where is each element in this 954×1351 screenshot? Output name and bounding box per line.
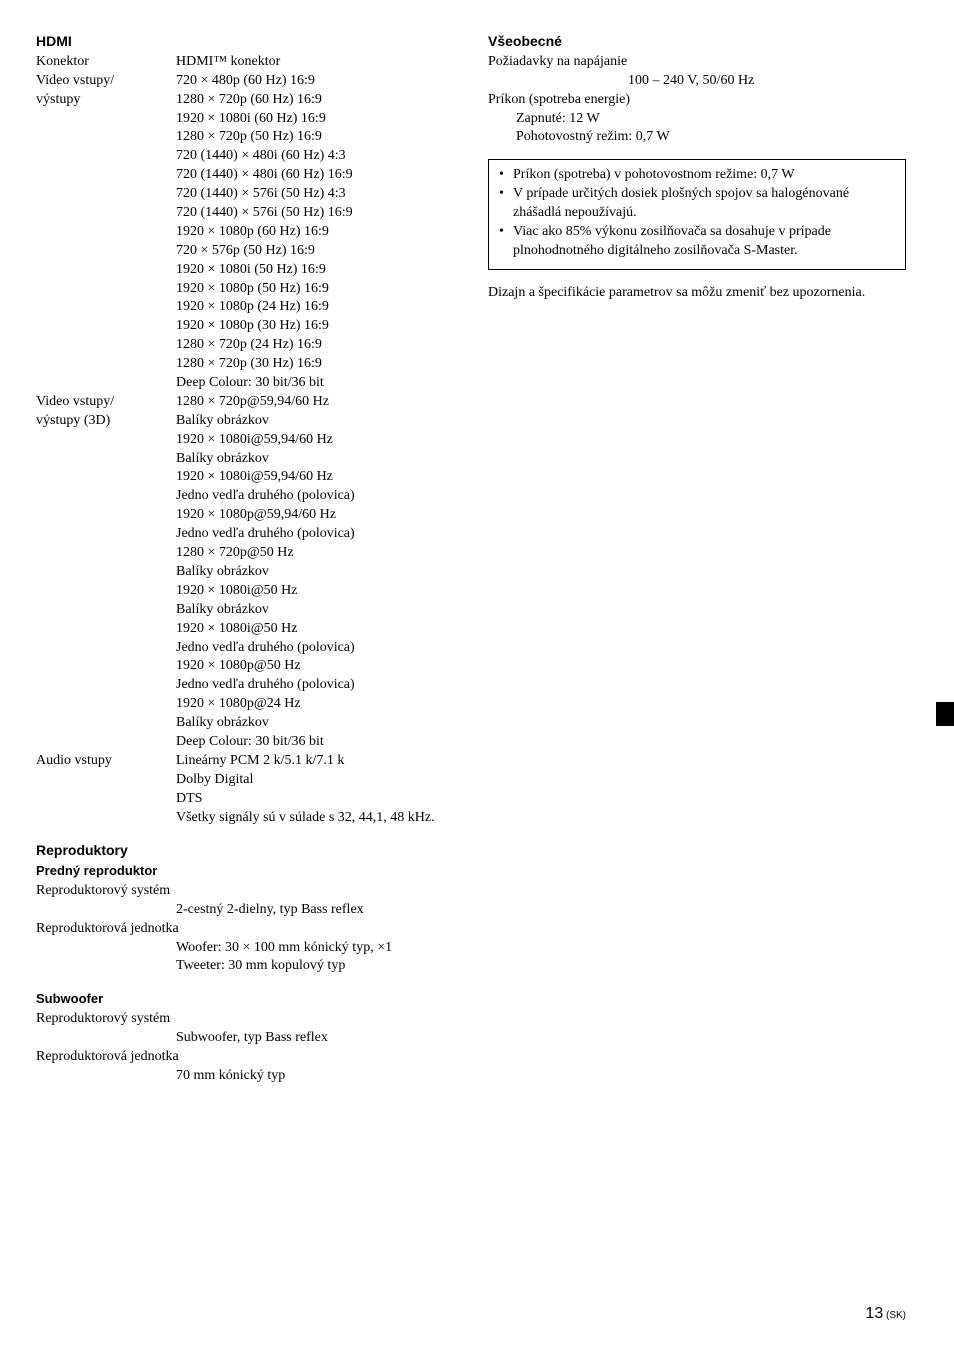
subwoofer-heading: Subwoofer [36,990,456,1008]
spec-value-line: 1920 × 1080p@24 Hz [176,695,456,714]
bullet-icon: • [499,223,513,261]
spec-label: Audio vstupy [36,752,176,828]
spec-label: výstupy (3D) [36,412,176,752]
note-text: V prípade určitých dosiek plošných spojo… [513,185,895,223]
spec-value: Lineárny PCM 2 k/5.1 k/7.1 kDolby Digita… [176,752,456,828]
left-column: HDMI KonektorHDMI™ konektorVideo vstupy/… [36,32,456,1085]
spec-value-line: HDMI™ konektor [176,53,456,72]
spec-value: 1280 × 720p (60 Hz) 16:91920 × 1080i (60… [176,91,456,393]
spec-value-line: 1920 × 1080i (60 Hz) 16:9 [176,110,456,129]
right-column: Všeobecné Požiadavky na napájanie 100 – … [488,32,906,1085]
spec-value: 720 × 480p (60 Hz) 16:9 [176,72,456,91]
spec-value-line: 1920 × 1080p@50 Hz [176,657,456,676]
spec-value-line: Jedno vedľa druhého (polovica) [176,676,456,695]
spec-value-line: 720 (1440) × 576i (50 Hz) 4:3 [176,185,456,204]
sub-system-label: Reproduktorový systém [36,1010,456,1029]
front-unit-values: Woofer: 30 × 100 mm kónický typ, ×1Tweet… [36,939,456,977]
spec-value-line: Balíky obrázkov [176,412,456,431]
spec-value-line: 1280 × 720p (24 Hz) 16:9 [176,336,456,355]
spec-row: Video vstupy/1280 × 720p@59,94/60 Hz [36,393,456,412]
disclaimer-text: Dizajn a špecifikácie parametrov sa môžu… [488,284,906,303]
front-unit-value-line: Tweeter: 30 mm kopulový typ [176,957,456,976]
consumption-on: Zapnuté: 12 W [488,110,906,129]
spec-row: výstupy1280 × 720p (60 Hz) 16:91920 × 10… [36,91,456,393]
spec-value-line: 1920 × 1080i@50 Hz [176,620,456,639]
spec-value-line: Balíky obrázkov [176,601,456,620]
front-unit-label: Reproduktorová jednotka [36,920,456,939]
bullet-icon: • [499,185,513,223]
page-number: 13 (SK) [865,1303,906,1325]
front-unit-value-line: Woofer: 30 × 100 mm kónický typ, ×1 [176,939,456,958]
spec-row: Audio vstupyLineárny PCM 2 k/5.1 k/7.1 k… [36,752,456,828]
spec-value: Balíky obrázkov1920 × 1080i@59,94/60 HzB… [176,412,456,752]
spec-row: KonektorHDMI™ konektor [36,53,456,72]
spec-value-line: Balíky obrázkov [176,714,456,733]
spec-value-line: 1920 × 1080i (50 Hz) 16:9 [176,261,456,280]
sub-unit-label: Reproduktorová jednotka [36,1048,456,1067]
spec-value-line: 1920 × 1080i@59,94/60 Hz [176,431,456,450]
spec-value-line: Jedno vedľa druhého (polovica) [176,639,456,658]
spec-value-line: Balíky obrázkov [176,450,456,469]
spec-value-line: 1280 × 720p (60 Hz) 16:9 [176,91,456,110]
sub-system-value: Subwoofer, typ Bass reflex [36,1029,456,1048]
spec-value-line: 1280 × 720p@59,94/60 Hz [176,393,456,412]
spec-value: HDMI™ konektor [176,53,456,72]
spec-value-line: Balíky obrázkov [176,563,456,582]
spec-value-line: 1920 × 1080p (50 Hz) 16:9 [176,280,456,299]
spec-value-line: 1920 × 1080p@59,94/60 Hz [176,506,456,525]
note-text: Viac ako 85% výkonu zosilňovača sa dosah… [513,223,895,261]
spec-value-line: Lineárny PCM 2 k/5.1 k/7.1 k [176,752,456,771]
spec-label: Video vstupy/ [36,72,176,91]
spec-value-line: 1920 × 1080p (30 Hz) 16:9 [176,317,456,336]
power-req-label: Požiadavky na napájanie [488,53,906,72]
spec-value-line: 1920 × 1080i@59,94/60 Hz [176,468,456,487]
note-text: Príkon (spotreba) v pohotovostnom režime… [513,166,895,185]
spec-value-line: Deep Colour: 30 bit/36 bit [176,374,456,393]
consumption-label: Príkon (spotreba energie) [488,91,906,110]
note-item: •V prípade určitých dosiek plošných spoj… [499,185,895,223]
spec-label: Video vstupy/ [36,393,176,412]
spec-value-line: 1280 × 720p@50 Hz [176,544,456,563]
spec-value-line: Jedno vedľa druhého (polovica) [176,487,456,506]
spec-value-line: 720 (1440) × 576i (50 Hz) 16:9 [176,204,456,223]
reproduktory-heading: Reproduktory [36,841,456,860]
spec-value-line: 1920 × 1080i@50 Hz [176,582,456,601]
bullet-icon: • [499,166,513,185]
front-speaker-heading: Predný reproduktor [36,862,456,880]
spec-label: výstupy [36,91,176,393]
front-system-value: 2-cestný 2-dielny, typ Bass reflex [36,901,456,920]
spec-value: 1280 × 720p@59,94/60 Hz [176,393,456,412]
spec-value-line: 720 × 480p (60 Hz) 16:9 [176,72,456,91]
spec-value-line: 1920 × 1080p (60 Hz) 16:9 [176,223,456,242]
spec-value-line: 1280 × 720p (30 Hz) 16:9 [176,355,456,374]
page-number-suffix: (SK) [883,1310,906,1321]
spec-value-line: 720 (1440) × 480i (60 Hz) 4:3 [176,147,456,166]
page-number-value: 13 [865,1305,883,1322]
spec-value-line: 720 (1440) × 480i (60 Hz) 16:9 [176,166,456,185]
power-req-value: 100 – 240 V, 50/60 Hz [488,72,906,91]
spec-value-line: Dolby Digital [176,771,456,790]
page-edge-tab [936,702,954,726]
sub-unit-value: 70 mm kónický typ [36,1067,456,1086]
spec-value-line: 720 × 576p (50 Hz) 16:9 [176,242,456,261]
spec-row: výstupy (3D)Balíky obrázkov1920 × 1080i@… [36,412,456,752]
spec-value-line: Všetky signály sú v súlade s 32, 44,1, 4… [176,809,456,828]
spec-value-line: 1280 × 720p (50 Hz) 16:9 [176,128,456,147]
spec-value-line: 1920 × 1080p (24 Hz) 16:9 [176,298,456,317]
notes-box: •Príkon (spotreba) v pohotovostnom režim… [488,159,906,269]
spec-row: Video vstupy/720 × 480p (60 Hz) 16:9 [36,72,456,91]
note-item: •Viac ako 85% výkonu zosilňovača sa dosa… [499,223,895,261]
spec-label: Konektor [36,53,176,72]
notes-list: •Príkon (spotreba) v pohotovostnom režim… [499,166,895,260]
hdmi-spec-list: KonektorHDMI™ konektorVideo vstupy/720 ×… [36,53,456,828]
spec-value-line: Deep Colour: 30 bit/36 bit [176,733,456,752]
note-item: •Príkon (spotreba) v pohotovostnom režim… [499,166,895,185]
spec-value-line: Jedno vedľa druhého (polovica) [176,525,456,544]
consumption-standby: Pohotovostný režim: 0,7 W [488,128,906,147]
hdmi-heading: HDMI [36,32,456,51]
spec-value-line: DTS [176,790,456,809]
general-heading: Všeobecné [488,32,906,51]
front-system-label: Reproduktorový systém [36,882,456,901]
